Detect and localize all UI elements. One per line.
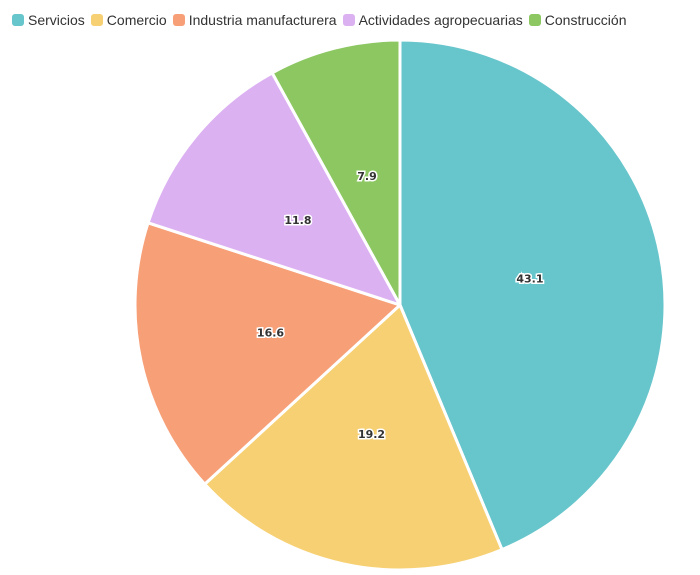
legend-label-construccion: Construcción xyxy=(544,12,627,28)
legend-label-industria-manufacturera: Industria manufacturera xyxy=(188,12,337,28)
legend-label-comercio: Comercio xyxy=(106,12,167,28)
legend-item-actividades-agropecuarias[interactable]: Actividades agropecuarias xyxy=(342,12,523,28)
legend-swatch-comercio xyxy=(90,14,103,26)
pie-slice-comercio[interactable] xyxy=(203,303,504,572)
legend-swatch-industria-manufacturera xyxy=(172,14,185,26)
slice-label-construccion: 7.9 xyxy=(357,170,377,183)
pie-slice-actividades-agropecuarias[interactable] xyxy=(146,71,402,307)
legend-item-servicios[interactable]: Servicios xyxy=(12,12,85,28)
slice-label-servicios: 43.1 xyxy=(516,272,543,285)
pie-slice-construccion[interactable] xyxy=(270,38,402,307)
legend-swatch-servicios xyxy=(12,14,24,26)
chart-legend: Servicios Comercio Industria manufacture… xyxy=(12,12,632,28)
legend-item-construccion[interactable]: Construcción xyxy=(528,12,627,28)
slice-label-actividades-agropecuarias: 11.8 xyxy=(284,214,311,227)
pie-slice-industria-manufacturera[interactable] xyxy=(133,221,402,486)
legend-item-industria-manufacturera[interactable]: Industria manufacturera xyxy=(172,12,337,28)
legend-label-actividades-agropecuarias: Actividades agropecuarias xyxy=(358,12,523,28)
slice-label-industria-manufacturera: 16.6 xyxy=(257,327,284,340)
pie-slice-servicios[interactable] xyxy=(398,38,667,552)
legend-swatch-construccion xyxy=(528,14,541,26)
legend-swatch-actividades-agropecuarias xyxy=(342,14,355,26)
slice-label-comercio: 19.2 xyxy=(358,428,385,441)
legend-item-comercio[interactable]: Comercio xyxy=(90,12,167,28)
legend-label-servicios: Servicios xyxy=(28,12,85,28)
